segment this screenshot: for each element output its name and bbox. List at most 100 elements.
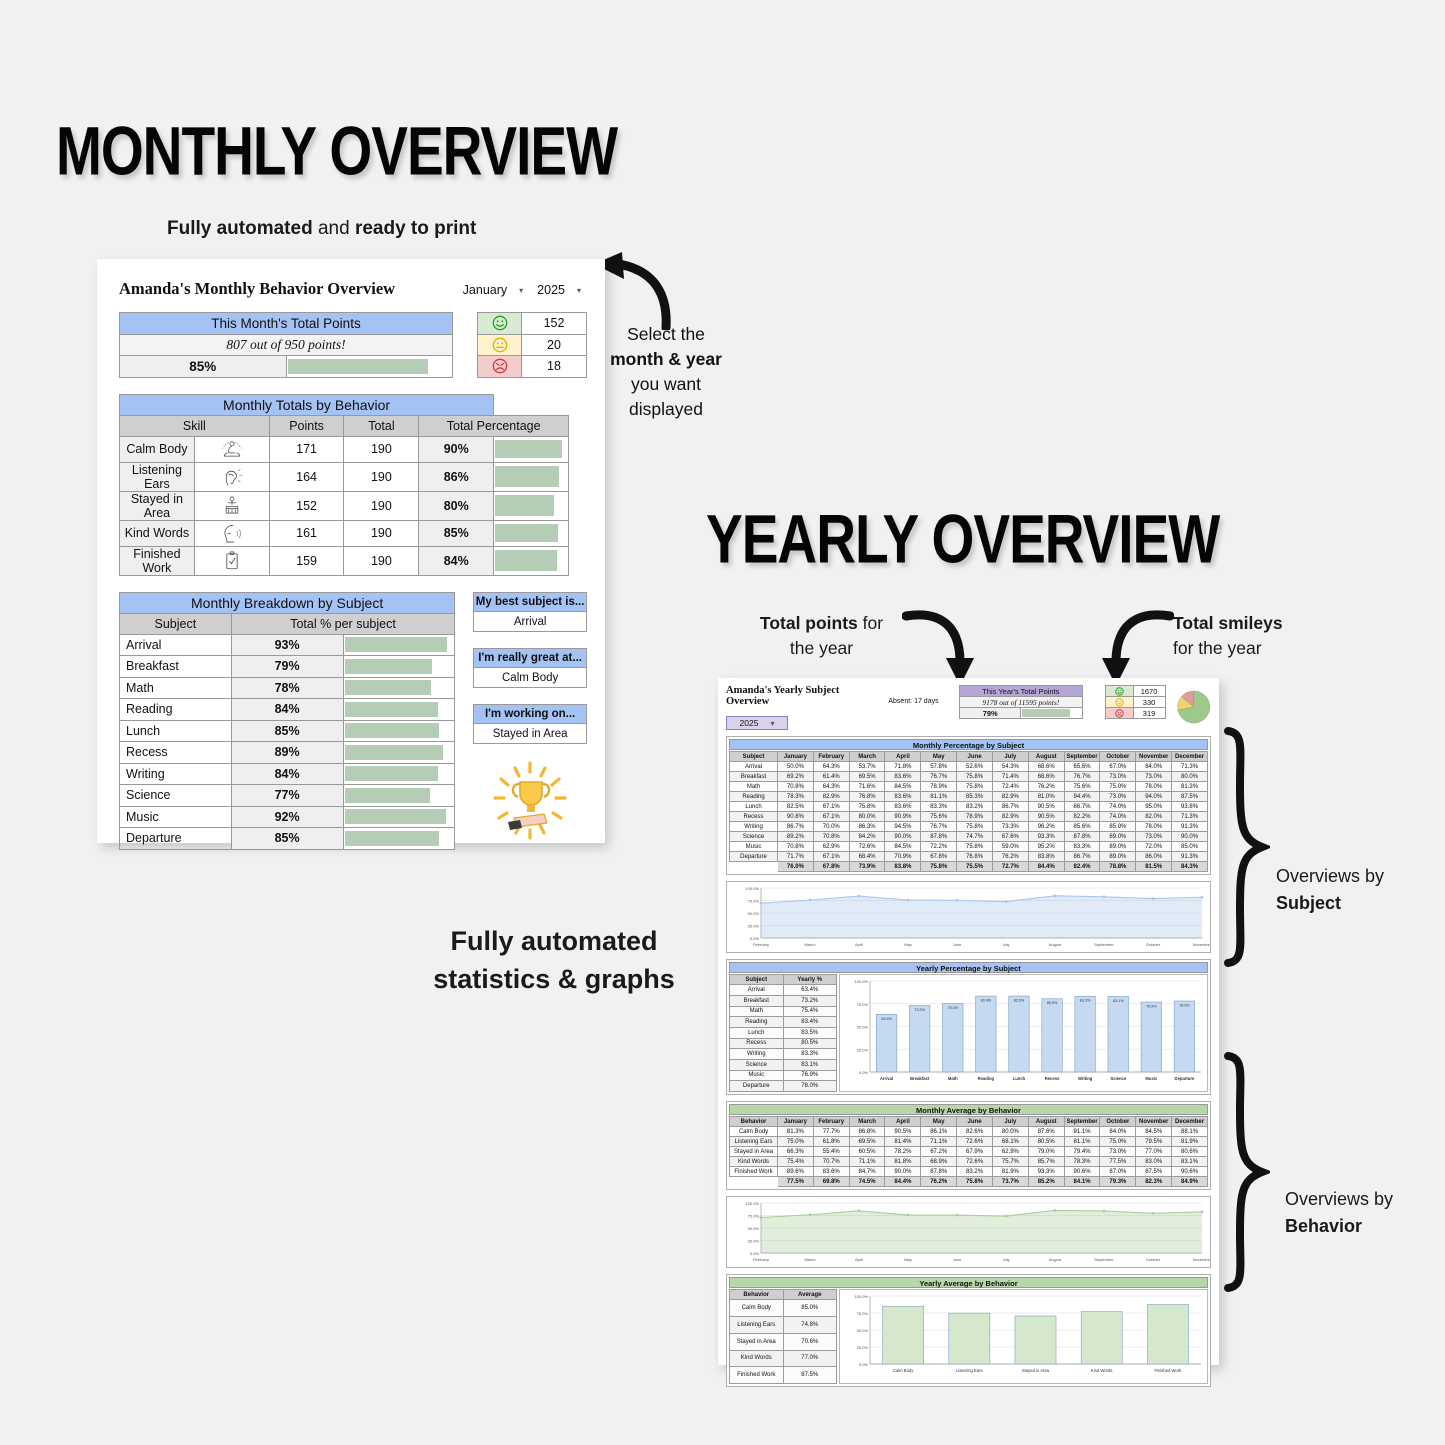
grid-total-cell: 76.2% xyxy=(920,1176,958,1187)
svg-text:75.0%: 75.0% xyxy=(748,1214,760,1219)
year-dropdown[interactable]: 2025 ▾ xyxy=(537,283,581,297)
grid-cell: 71.7% xyxy=(777,851,814,862)
grid-row-label: Lunch xyxy=(729,801,778,812)
svg-text:83.1%: 83.1% xyxy=(1113,999,1124,1003)
grid-total-cell: 72.7% xyxy=(991,861,1029,872)
monthly-average-by-behavior-block: Monthly Average by Behavior Behavior Janu… xyxy=(726,1101,1211,1190)
grid-col-month-6: July xyxy=(991,751,1029,762)
note-tp-line2: the year xyxy=(789,638,854,659)
grid-total-cell: 85.2% xyxy=(1027,1176,1065,1187)
mini-row-value: 80.5% xyxy=(782,1037,837,1050)
table-row: Breakfast 69.2% 61.4% 69.5% 83.6% 76.7% 75.8% 7… xyxy=(729,771,1208,782)
grid-cell: 83.8% xyxy=(1027,851,1065,862)
grid-total-cell: 75.8% xyxy=(920,861,958,872)
grid-col-month-10: November xyxy=(1135,751,1173,762)
grid-cell: 78.2% xyxy=(884,1146,922,1157)
svg-text:July: July xyxy=(1002,942,1009,947)
grid-cell: 81.0% xyxy=(1027,791,1065,802)
note-bold-1: Fully automated xyxy=(167,218,313,239)
list-item: Music 76.9% xyxy=(729,1069,837,1082)
subject-pct: 78% xyxy=(230,676,344,699)
arrow-to-total-points-icon xyxy=(902,610,974,686)
table-row: Stayed in Area 66.3% 55.4% 60.5% 78.2% 67.2% 6… xyxy=(729,1146,1208,1157)
svg-text:Reading: Reading xyxy=(978,1076,995,1081)
monthly-percentage-by-subject-title: Monthly Percentage by Subject xyxy=(729,739,1208,750)
grid-total-cell: 84.4% xyxy=(884,1176,922,1187)
grid-cell: 73.0% xyxy=(1099,771,1137,782)
grid-cell: 82.9% xyxy=(991,791,1029,802)
behavior-pct-bar-fill xyxy=(495,440,562,458)
table-row: Math 78% xyxy=(119,676,456,699)
grid-total-cell: 83.8% xyxy=(884,861,922,872)
yearly-neutral-count: 330 xyxy=(1132,696,1166,708)
grid-col-0: Subject xyxy=(729,751,778,762)
grid-cell: 90.6% xyxy=(1171,1166,1208,1177)
sad-face-icon-cell xyxy=(1104,707,1134,719)
grid-cell: 86.0% xyxy=(1135,851,1173,862)
grid-cell: 83.3% xyxy=(920,801,958,812)
grid-cell: 68.4% xyxy=(848,851,886,862)
table-row: Writing 84% xyxy=(119,762,456,785)
subject-pct: 93% xyxy=(230,633,344,656)
note-select-line4: displayed xyxy=(629,398,703,419)
yearly-year-dropdown[interactable]: 2025 ▾ xyxy=(726,716,788,730)
grid-cell: 75.8% xyxy=(848,801,886,812)
grid-cell: 80.6% xyxy=(1171,1146,1208,1157)
grid-col-month-10: November xyxy=(1135,1116,1173,1127)
grid-cell: 94.0% xyxy=(1135,791,1173,802)
behavior-pct-bar-fill xyxy=(495,466,559,487)
ear-icon xyxy=(193,461,270,492)
grid-cell: 75.8% xyxy=(956,781,993,792)
chevron-down-icon: ▾ xyxy=(519,285,524,295)
svg-text:September: September xyxy=(1094,942,1114,947)
svg-text:Calm Body: Calm Body xyxy=(893,1368,914,1373)
grid-cell: 90.0% xyxy=(884,831,922,842)
svg-text:August: August xyxy=(1049,1257,1062,1262)
grid-cell: 81.3% xyxy=(777,1126,814,1137)
great-at-box: I'm really great at... Calm Body xyxy=(473,647,587,688)
grid-cell: 87.5% xyxy=(1135,1166,1173,1177)
monthly-average-by-behavior-table: Behavior January February March April May June… xyxy=(729,1116,1208,1187)
grid-cell: 94.4% xyxy=(1063,791,1101,802)
grid-total-cell: 75.5% xyxy=(956,861,993,872)
grid-col-month-4: May xyxy=(920,751,958,762)
grid-cell: 52.6% xyxy=(956,761,993,772)
grid-cell: 75.8% xyxy=(956,821,993,832)
note-tp-rest: for xyxy=(857,613,884,633)
svg-text:October: October xyxy=(1146,1257,1161,1262)
behavior-pct-bar-fill xyxy=(495,524,558,542)
subject-name: Science xyxy=(119,784,232,807)
list-item: Departure 78.0% xyxy=(729,1080,837,1092)
happy-face-icon-cell xyxy=(1104,685,1134,697)
grid-cell: 87.8% xyxy=(920,831,958,842)
table-row: Finished Work 89.6% 83.6% 84.7% 90.0% 87.8% 83… xyxy=(729,1166,1208,1177)
yearly-average-by-behavior-block: Yearly Average by Behavior Behavior Aver… xyxy=(726,1274,1211,1387)
yearly-sad-count: 319 xyxy=(1132,707,1166,719)
note-fully-automated: Fully automated and ready to print xyxy=(167,218,476,240)
grid-cell: 54.3% xyxy=(991,761,1029,772)
svg-text:63.4%: 63.4% xyxy=(881,1017,892,1021)
yearly-sheet-header: Amanda's Yearly Subject Overview 2025 ▾ … xyxy=(726,685,1211,730)
grid-row-label: Writing xyxy=(729,821,778,832)
svg-text:Breakfast: Breakfast xyxy=(910,1076,930,1081)
month-dropdown[interactable]: January ▾ xyxy=(463,283,524,297)
neutral-face-icon-cell xyxy=(477,333,522,356)
grid-total-cell: 74.5% xyxy=(848,1176,886,1187)
svg-text:February: February xyxy=(753,942,769,947)
mini-row-label: Listening Ears xyxy=(729,1316,784,1334)
grid-cell: 83.6% xyxy=(884,771,922,782)
grid-cell: 67.1% xyxy=(812,851,850,862)
svg-text:78.0%: 78.0% xyxy=(1179,1004,1190,1008)
grid-cell: 84.7% xyxy=(848,1166,886,1177)
grid-cell: 69.2% xyxy=(777,771,814,782)
grid-col-month-8: September xyxy=(1063,1116,1101,1127)
grid-cell: 71.8% xyxy=(884,761,922,772)
grid-cell: 83.2% xyxy=(956,1166,993,1177)
grid-row-label: Recess xyxy=(729,811,778,822)
grid-cell: 85.6% xyxy=(1063,821,1101,832)
grid-row-label: Calm Body xyxy=(729,1126,778,1137)
grid-col-month-6: July xyxy=(991,1116,1029,1127)
grid-cell: 76.2% xyxy=(1027,781,1065,792)
grid-cell: 76.8% xyxy=(956,851,993,862)
svg-text:August: August xyxy=(1049,942,1062,947)
